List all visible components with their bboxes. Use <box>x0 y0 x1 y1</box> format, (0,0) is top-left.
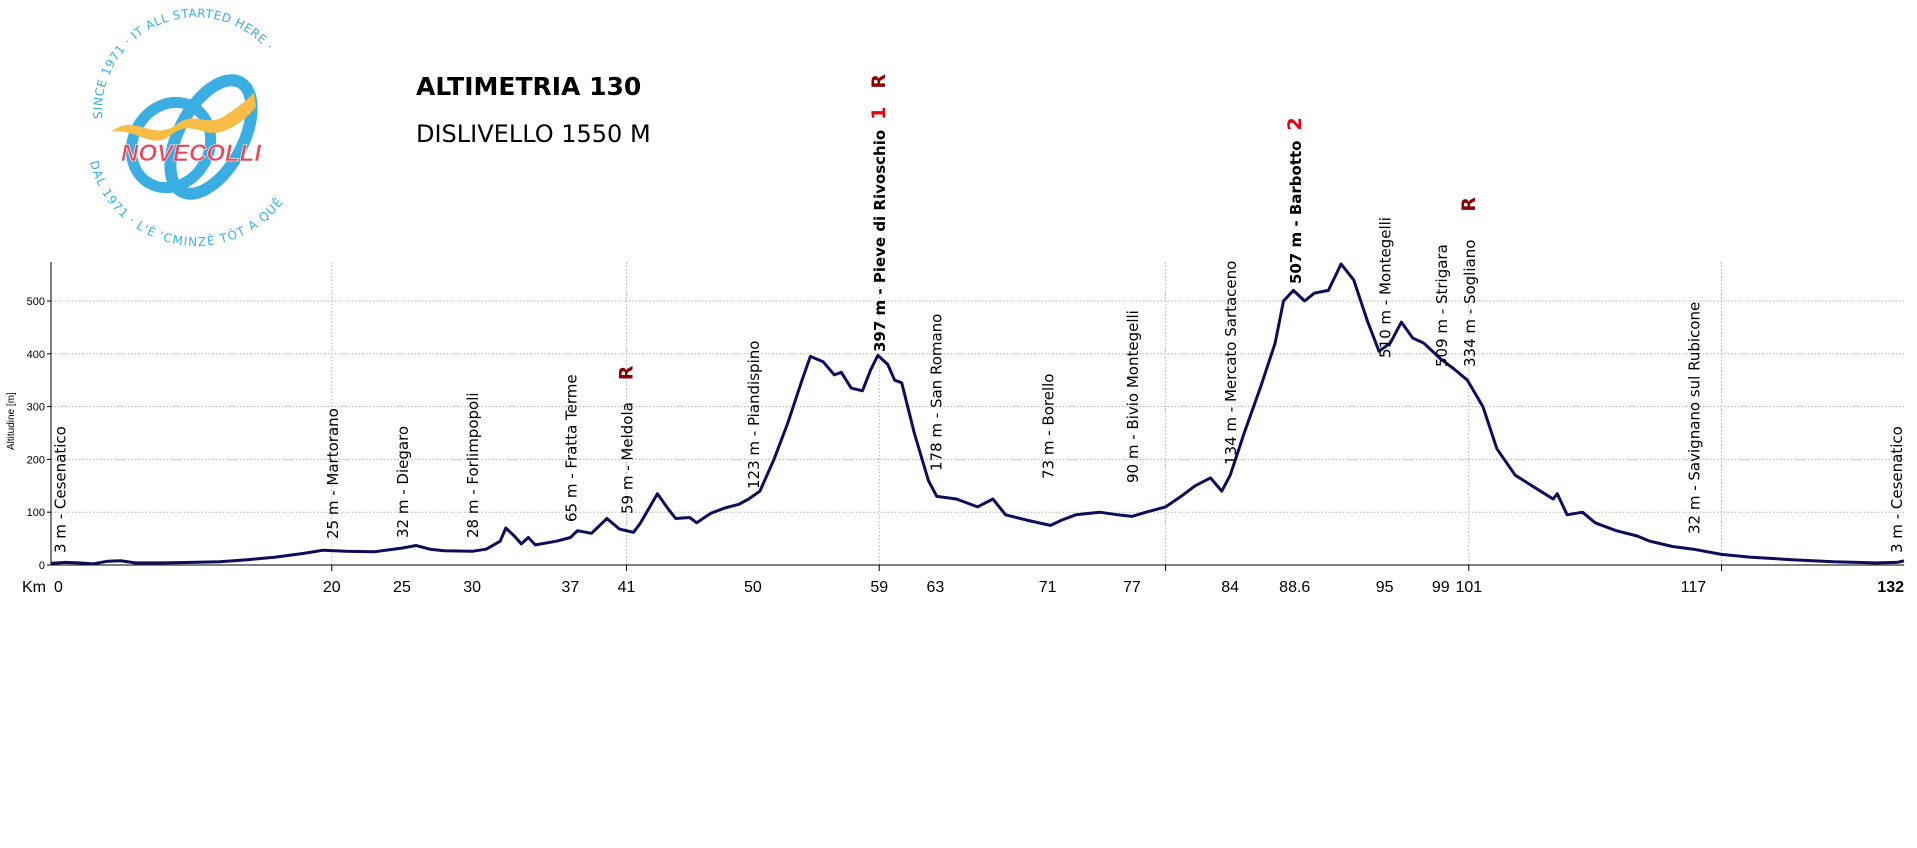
x-tick-label: 84 <box>1221 579 1239 596</box>
waypoint-name: 510 m - Montegelli <box>1377 217 1395 358</box>
refreshment-marker: R <box>1458 197 1480 212</box>
waypoint-name: 65 m - Fratta Terme <box>562 374 580 522</box>
x-tick-label: 99 <box>1432 579 1450 596</box>
novecolli-logo: SINCE 1971 · IT ALL STARTED HERE · DAL 1… <box>87 6 285 249</box>
waypoint-label: 123 m - Piandispino <box>745 341 763 489</box>
grid <box>51 262 1904 565</box>
page-title: ALTIMETRIA 130 <box>416 72 641 101</box>
waypoint-label: 25 m - Martorano <box>324 408 342 539</box>
x-tick-label: 95 <box>1376 579 1394 596</box>
waypoint-label: 32 m - Diegaro <box>394 426 412 538</box>
climb-number: 1 <box>868 107 890 120</box>
refreshment-marker: R <box>868 74 890 89</box>
x-axis-label: Km <box>22 579 46 596</box>
waypoint-label: 510 m - Montegelli <box>1377 217 1395 358</box>
waypoint-name: 397 m - Pieve di Rivoschio <box>871 130 889 352</box>
waypoint-name: 32 m - Savignano sul Rubicone <box>1685 302 1703 534</box>
y-tick-label: 0 <box>39 560 45 572</box>
x-tick-label: 50 <box>744 579 762 596</box>
waypoint-label: 178 m - San Romano <box>927 314 945 471</box>
waypoint-label: 334 m - Sogliano R <box>1458 197 1480 367</box>
x-tick-labels: Km 0 20 25 30 37 41 50 59 63 71 77 84 88.6 95 99 101 117 1… <box>22 579 1904 596</box>
climb-number: 2 <box>1284 117 1306 130</box>
x-tick-label: 59 <box>870 579 888 596</box>
waypoint-name: 134 m - Mercato Sartaceno <box>1222 261 1240 465</box>
x-tick-label: 63 <box>926 579 944 596</box>
x-tick-label: 117 <box>1681 579 1707 596</box>
y-axis-label: Altitudine [m] <box>6 392 17 450</box>
waypoint-name: 28 m - Forlimpopoli <box>464 392 482 538</box>
y-tick-label: 500 <box>27 296 45 308</box>
waypoint-label: 134 m - Mercato Sartaceno <box>1222 261 1240 465</box>
waypoint-label: 28 m - Forlimpopoli <box>464 392 482 538</box>
waypoint-name: 507 m - Barbotto <box>1287 141 1305 284</box>
waypoint-label: 507 m - Barbotto 2 <box>1284 117 1306 284</box>
waypoint-name: 25 m - Martorano <box>324 408 342 539</box>
waypoint-name: 509 m - Strigara <box>1433 244 1451 367</box>
waypoint-name: 3 m - Cesenatico <box>1888 426 1906 553</box>
y-tick-label: 400 <box>27 349 45 361</box>
elevation-profile-line <box>50 262 1905 566</box>
x-tick-label: 30 <box>463 579 481 596</box>
x-tick-label: 77 <box>1123 579 1141 596</box>
waypoint-name: 334 m - Sogliano <box>1461 240 1479 367</box>
axes: 0 100 200 300 400 500 Altitudine [m] <box>6 262 1904 572</box>
x-tick-label: 101 <box>1455 579 1482 596</box>
x-tick-label: 20 <box>323 579 341 596</box>
waypoint-name: 73 m - Borello <box>1040 374 1058 479</box>
waypoint-label: 73 m - Borello <box>1040 374 1058 479</box>
waypoint-label: 32 m - Savignano sul Rubicone <box>1685 302 1703 534</box>
waypoint-name: 123 m - Piandispino <box>745 341 763 489</box>
x-tick-label: 37 <box>562 579 580 596</box>
waypoint-name: 59 m - Meldola <box>619 402 637 514</box>
waypoint-name: 32 m - Diegaro <box>394 426 412 538</box>
x-tick-label: 25 <box>393 579 411 596</box>
x-tick-label: 0 <box>54 579 63 596</box>
waypoint-name: 178 m - San Romano <box>927 314 945 471</box>
waypoint-labels: 3 m - Cesenatico 25 m - Martorano 32 m - D… <box>51 74 1906 553</box>
y-tick-label: 200 <box>27 454 45 466</box>
x-tick-label: 88.6 <box>1279 579 1310 596</box>
x-tick-label: 41 <box>618 579 636 596</box>
refreshment-marker: R <box>616 365 638 380</box>
page-subtitle: DISLIVELLO 1550 M <box>416 120 651 148</box>
y-tick-label: 100 <box>27 507 45 519</box>
waypoint-label: 397 m - Pieve di Rivoschio 1 R <box>868 74 890 352</box>
waypoint-name: 90 m - Bivio Montegelli <box>1124 310 1142 483</box>
logo-ring-text-bottom: DAL 1971 · L'È 'CMINZÊ TÖT A QUÊ <box>87 159 285 249</box>
waypoint-label: 509 m - Strigara <box>1433 244 1451 367</box>
waypoint-label: 3 m - Cesenatico <box>1888 426 1906 553</box>
waypoint-name: 3 m - Cesenatico <box>51 426 69 553</box>
logo-name: NOVECOLLI <box>121 140 262 167</box>
waypoint-label: 59 m - Meldola R <box>616 365 638 514</box>
waypoint-label: 65 m - Fratta Terme <box>562 374 580 522</box>
x-tick-label: 71 <box>1039 579 1057 596</box>
waypoint-label: 3 m - Cesenatico <box>51 426 69 553</box>
x-tick-label: 132 <box>1877 579 1904 596</box>
y-tick-label: 300 <box>27 402 45 414</box>
waypoint-label: 90 m - Bivio Montegelli <box>1124 310 1142 483</box>
